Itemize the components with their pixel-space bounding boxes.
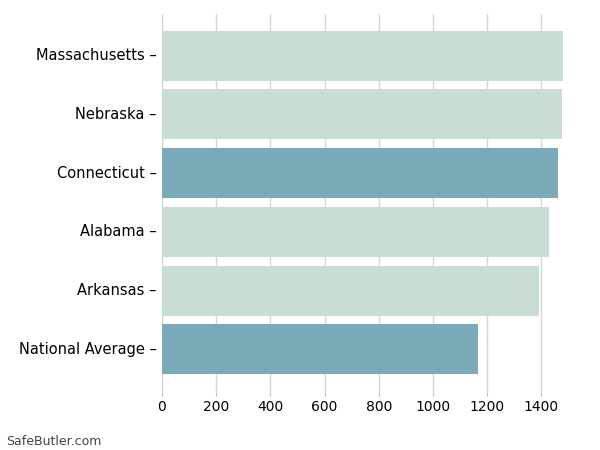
Bar	[162, 90, 562, 140]
Bar	[162, 207, 550, 257]
Text: SafeButler.com: SafeButler.com	[6, 435, 101, 448]
Bar	[162, 266, 539, 315]
Bar	[162, 148, 558, 198]
Bar	[162, 324, 478, 374]
Bar	[162, 31, 563, 81]
